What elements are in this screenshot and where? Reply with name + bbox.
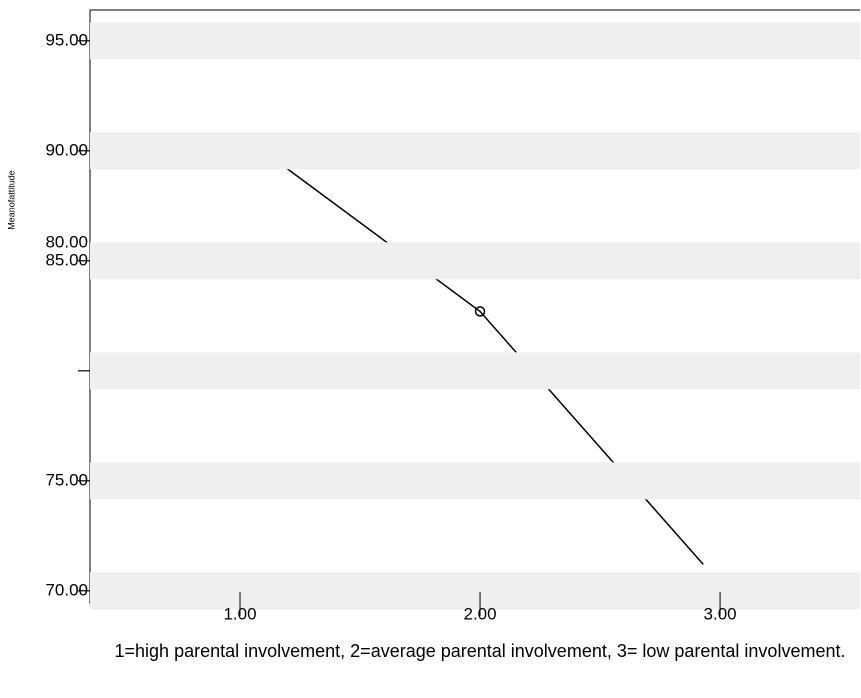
- grid-band: [90, 242, 860, 280]
- x-tick-label: 2.00: [463, 604, 496, 623]
- y-tick-label: 75.00: [45, 470, 88, 489]
- grid-band: [90, 22, 860, 60]
- grid-band: [90, 462, 860, 500]
- y-tick-label: 70.00: [45, 580, 88, 599]
- x-axis-title: 1=high parental involvement, 2=average p…: [114, 641, 846, 661]
- x-tick-label: 1.00: [223, 604, 256, 623]
- data-point: [474, 306, 486, 317]
- y-tick-label: 95.00: [45, 30, 88, 49]
- y-tick-label: 80.00: [45, 232, 88, 251]
- grid-band: [90, 132, 860, 170]
- y-tick-label: 90.00: [45, 140, 88, 159]
- y-tick-label: 85.00: [45, 250, 88, 269]
- grid-band: [90, 352, 860, 390]
- x-tick-label: 3.00: [704, 604, 737, 623]
- y-axis-title: Meanofattitude: [6, 170, 16, 230]
- grid-band: [90, 572, 860, 610]
